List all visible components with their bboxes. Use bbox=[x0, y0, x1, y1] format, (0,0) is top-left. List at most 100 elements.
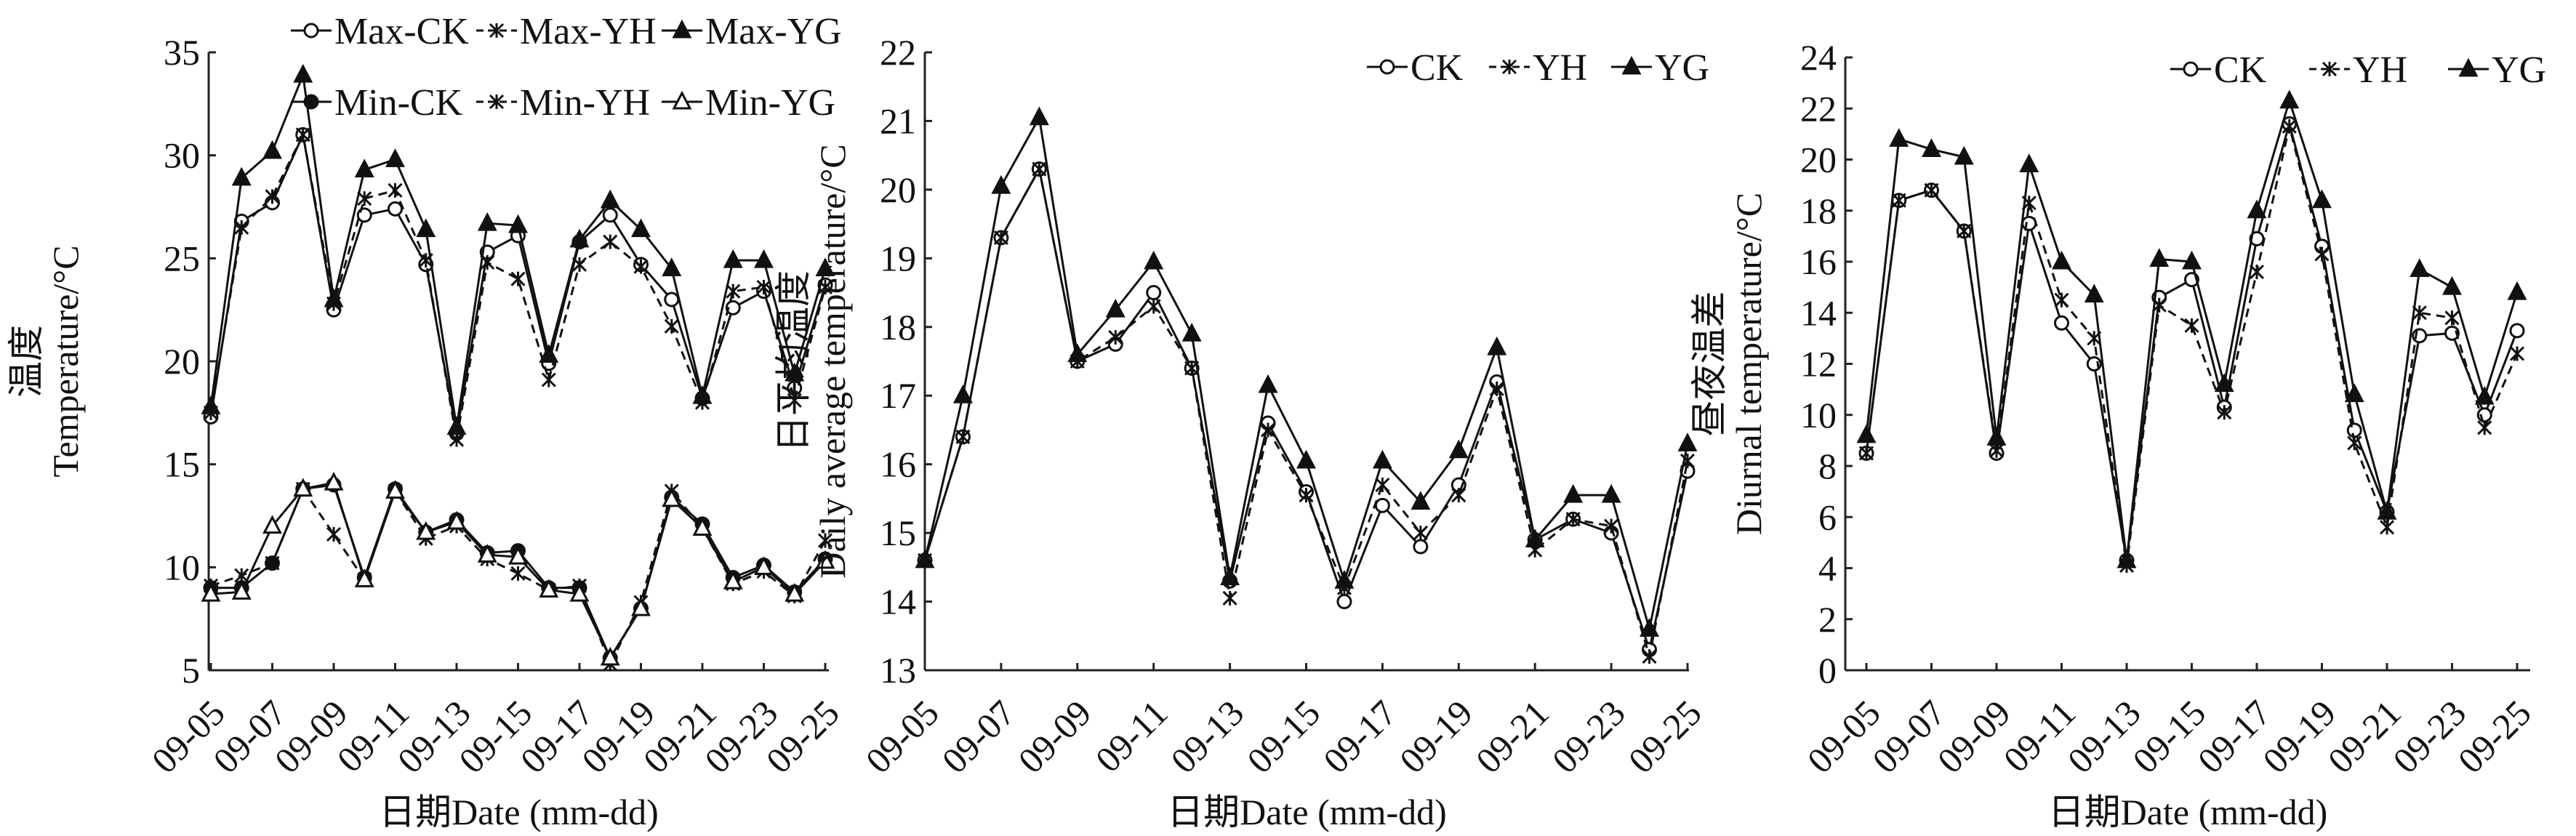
y-tick-label: 21 bbox=[880, 100, 916, 141]
legend-label: CK bbox=[2214, 49, 2267, 91]
legend-label: YH bbox=[1533, 47, 1587, 89]
x-tick-label: 09-13 bbox=[1163, 692, 1251, 781]
data-point bbox=[1677, 433, 1698, 451]
data-point bbox=[2509, 346, 2525, 361]
data-point bbox=[692, 517, 713, 536]
x-tick-label: 09-19 bbox=[574, 692, 662, 781]
data-point bbox=[1411, 491, 1431, 510]
y-tick-label: 5 bbox=[182, 650, 200, 691]
data-point bbox=[2410, 258, 2430, 278]
y-tick-label: 14 bbox=[880, 582, 916, 622]
data-point bbox=[326, 526, 342, 542]
data-point bbox=[385, 148, 405, 167]
y-tick-label: 13 bbox=[880, 650, 916, 691]
data-point bbox=[2379, 520, 2395, 535]
data-point bbox=[2214, 373, 2234, 393]
data-point bbox=[1858, 446, 1874, 461]
data-point bbox=[1954, 145, 1974, 165]
y-tick-label: 20 bbox=[1800, 140, 1837, 180]
chart-1: 510152025303509-0509-0709-0909-1109-1309… bbox=[6, 11, 847, 832]
data-point bbox=[723, 249, 743, 268]
data-point bbox=[1372, 449, 1392, 469]
data-point bbox=[477, 544, 497, 563]
data-point bbox=[2084, 284, 2104, 303]
legend-label: YG bbox=[1655, 47, 1709, 89]
data-point bbox=[324, 288, 344, 308]
data-point bbox=[510, 271, 526, 286]
data-point bbox=[234, 220, 249, 235]
data-point bbox=[1258, 374, 1278, 393]
legend-item: CK bbox=[1367, 47, 1464, 89]
data-point bbox=[1604, 518, 1619, 534]
data-point bbox=[754, 249, 774, 268]
data-point bbox=[385, 480, 405, 499]
y-tick-label: 2 bbox=[1818, 599, 1837, 640]
x-tick-label: 09-13 bbox=[390, 692, 478, 781]
data-point bbox=[539, 344, 559, 363]
data-point bbox=[262, 515, 282, 534]
data-point bbox=[1565, 512, 1581, 527]
series-line bbox=[209, 131, 827, 440]
legend-label: Max-YH bbox=[520, 11, 657, 52]
data-point bbox=[1296, 449, 1316, 469]
data-point bbox=[1525, 528, 1545, 548]
y-tick-label: 17 bbox=[880, 375, 916, 416]
x-tick-label: 09-09 bbox=[267, 692, 356, 781]
data-point bbox=[1336, 594, 1352, 610]
x-tick-label: 09-19 bbox=[1392, 692, 1480, 781]
x-tick-label: 09-17 bbox=[2190, 692, 2279, 781]
data-point bbox=[1029, 106, 1049, 126]
data-point bbox=[2377, 500, 2397, 520]
x-tick-label: 09-17 bbox=[513, 692, 601, 781]
data-point bbox=[1487, 336, 1507, 355]
data-point bbox=[1260, 422, 1276, 438]
data-point bbox=[2249, 264, 2265, 280]
series-max-yg bbox=[201, 63, 835, 435]
x-tick-label: 09-25 bbox=[758, 692, 847, 781]
series-line bbox=[923, 166, 1689, 657]
data-point bbox=[2509, 323, 2525, 339]
data-point bbox=[662, 257, 682, 276]
data-point bbox=[2052, 250, 2071, 270]
data-point bbox=[1924, 182, 1939, 198]
x-axis-title: 日期Date (mm-dd) bbox=[2048, 792, 2328, 832]
x-tick-label: 09-15 bbox=[2124, 692, 2213, 781]
data-point bbox=[1413, 526, 1428, 541]
y-tick-label: 6 bbox=[1818, 497, 1837, 537]
data-point bbox=[201, 582, 221, 602]
data-point bbox=[1375, 477, 1390, 493]
x-tick-label: 09-23 bbox=[697, 692, 785, 781]
x-tick-label: 09-25 bbox=[2450, 692, 2539, 781]
data-point bbox=[2314, 246, 2330, 262]
x-tick-label: 09-11 bbox=[1088, 692, 1176, 780]
data-point bbox=[569, 582, 590, 602]
data-point bbox=[1957, 223, 1972, 238]
y-tick-label: 35 bbox=[164, 32, 200, 73]
data-point bbox=[631, 597, 651, 616]
x-tick-label: 09-07 bbox=[934, 692, 1023, 781]
data-point bbox=[357, 191, 372, 206]
data-point bbox=[600, 189, 620, 209]
data-point bbox=[1922, 138, 1941, 157]
legend-label: YG bbox=[2492, 49, 2546, 91]
y-tick-label: 16 bbox=[1800, 241, 1837, 282]
legend-label: Min-YG bbox=[705, 82, 835, 124]
data-point bbox=[2282, 118, 2297, 134]
legend-label: CK bbox=[1411, 47, 1464, 89]
x-tick-label: 09-07 bbox=[205, 692, 294, 781]
data-point bbox=[354, 158, 374, 177]
y-tick-label: 18 bbox=[880, 307, 916, 347]
data-point bbox=[2444, 325, 2460, 341]
data-point bbox=[1220, 566, 1240, 585]
y-tick-label: 15 bbox=[164, 444, 200, 485]
x-tick-label: 09-15 bbox=[1239, 692, 1328, 781]
y-axis-title-cn: 昼夜温差 bbox=[1689, 292, 1730, 437]
legend-item: Min-YH bbox=[476, 82, 650, 124]
data-point bbox=[754, 556, 774, 575]
data-point bbox=[664, 292, 680, 308]
data-point bbox=[785, 582, 805, 602]
data-point bbox=[2184, 318, 2199, 333]
legend-item: YG bbox=[1611, 47, 1709, 89]
data-point bbox=[991, 174, 1011, 194]
data-point bbox=[2444, 310, 2460, 326]
